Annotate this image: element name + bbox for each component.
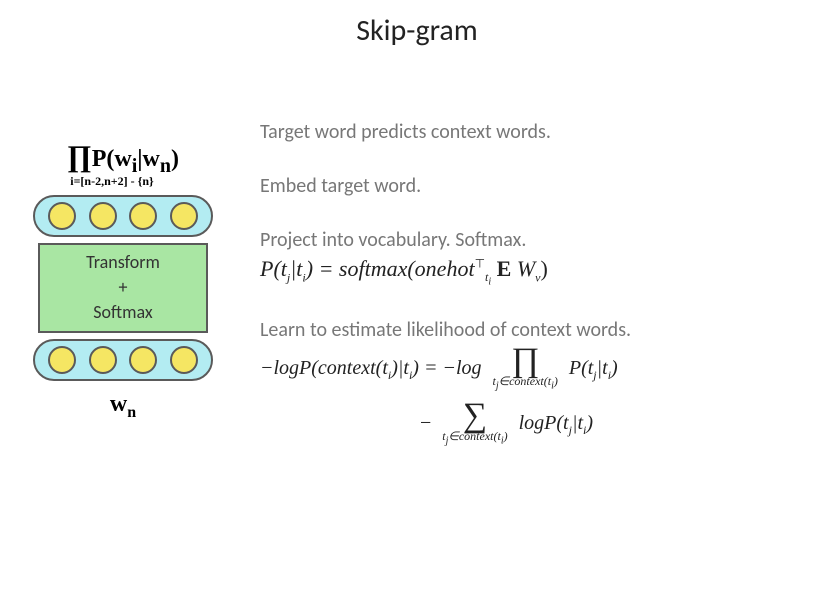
transform-label-1: Transform	[86, 250, 160, 275]
input-layer	[33, 339, 213, 381]
explain-line-2: Embed target word.	[260, 174, 820, 198]
page-title: Skip-gram	[0, 12, 834, 49]
explain-line-4: Learn to estimate likelihood of context …	[260, 318, 820, 342]
softmax-formula: P(tj|ti) = softmax(onehot⊤ti E Wv)	[260, 256, 820, 288]
transform-box: Transform + Softmax	[38, 243, 208, 333]
product-operator: ∏ tj∈context(ti)	[493, 346, 558, 393]
unit-circle	[48, 346, 76, 374]
output-layer	[33, 195, 213, 237]
product-formula: ∏P(wi|wn) i=[n-2,n+2] - {n}	[18, 140, 228, 189]
skipgram-diagram: ∏P(wi|wn) i=[n-2,n+2] - {n} Transform + …	[18, 140, 228, 422]
explain-line-3: Project into vocabulary. Softmax.	[260, 228, 820, 252]
unit-circle	[170, 202, 198, 230]
unit-circle	[129, 202, 157, 230]
unit-circle	[89, 202, 117, 230]
explain-line-1: Target word predicts context words.	[260, 120, 820, 144]
pi-symbol: ∏	[67, 140, 92, 173]
input-word-label: wn	[18, 391, 228, 422]
explanation-block: Target word predicts context words. Embe…	[260, 120, 820, 448]
product-index: i=[n-2,n+2] - {n}	[0, 174, 228, 189]
sum-operator: ∑ tj∈context(ti)	[442, 401, 507, 448]
unit-circle	[170, 346, 198, 374]
unit-circle	[129, 346, 157, 374]
transform-label-3: Softmax	[93, 300, 152, 325]
loglikelihood-formula: −logP(context(ti)|ti) = −log ∏ tj∈contex…	[260, 346, 820, 448]
transform-label-2: +	[119, 275, 128, 300]
unit-circle	[89, 346, 117, 374]
unit-circle	[48, 202, 76, 230]
